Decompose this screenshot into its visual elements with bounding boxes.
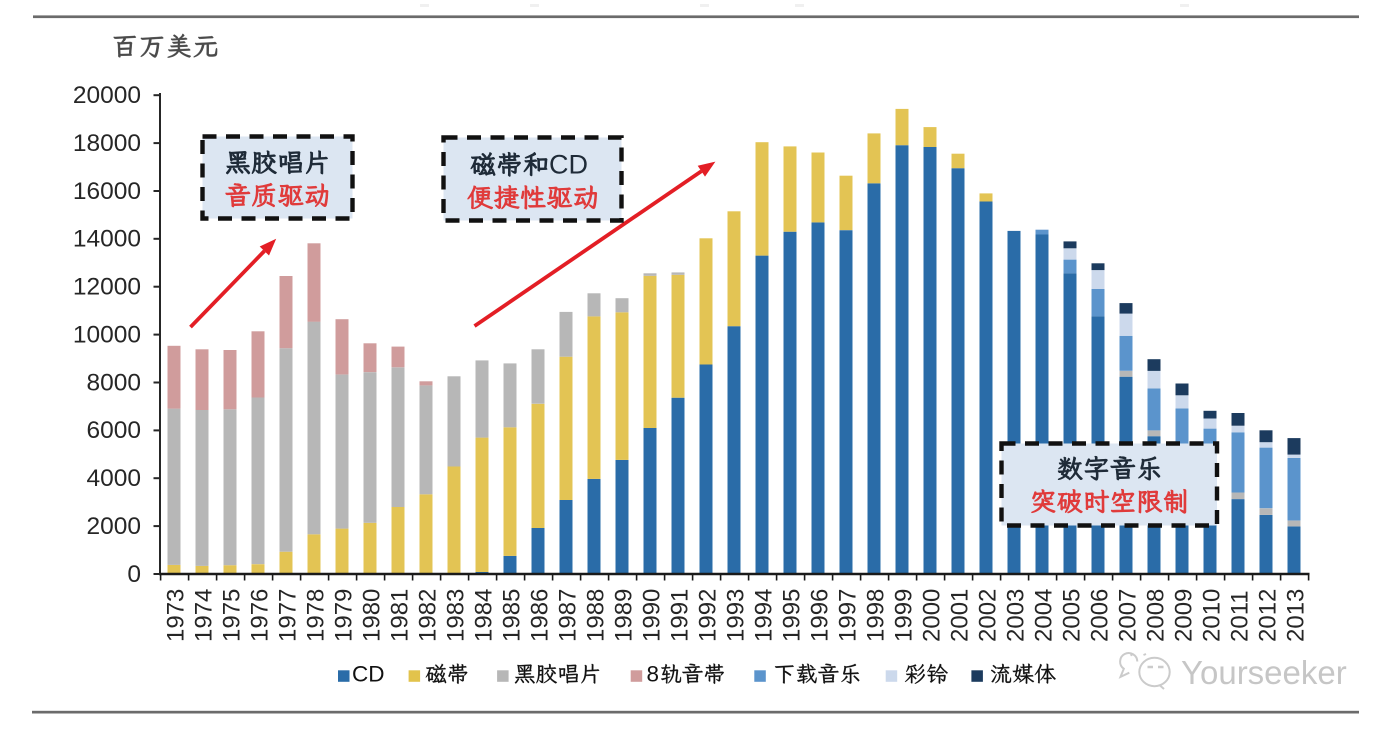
svg-text:2006: 2006 [1087,589,1114,642]
svg-text:1994: 1994 [751,589,778,642]
svg-text:1990: 1990 [639,589,666,642]
svg-text:2013: 2013 [1283,589,1310,642]
svg-text:2008: 2008 [1143,589,1170,642]
svg-text:8: 8 [647,662,660,687]
svg-text:1989: 1989 [611,589,638,642]
svg-text:2010: 2010 [1199,589,1226,642]
svg-text:1992: 1992 [695,589,722,642]
svg-text:1982: 1982 [415,589,442,642]
svg-text:1984: 1984 [471,589,498,642]
svg-text:2007: 2007 [1115,589,1142,642]
svg-text:14000: 14000 [73,226,141,253]
svg-text:1986: 1986 [527,589,554,642]
svg-text:1995: 1995 [779,589,806,642]
svg-text:16000: 16000 [73,178,141,205]
svg-text:4000: 4000 [86,465,141,492]
svg-text:2001: 2001 [947,589,974,642]
svg-text:2005: 2005 [1059,589,1086,642]
svg-text:1974: 1974 [191,589,218,642]
svg-text:1978: 1978 [303,589,330,642]
svg-text:2009: 2009 [1171,589,1198,642]
svg-text:1985: 1985 [499,589,526,642]
svg-text:1975: 1975 [219,589,246,642]
svg-text:2003: 2003 [1003,589,1030,642]
svg-text:10000: 10000 [73,321,141,348]
svg-text:0: 0 [127,561,141,588]
svg-text:1987: 1987 [555,589,582,642]
svg-text:1983: 1983 [443,589,470,642]
svg-text:1977: 1977 [275,589,302,642]
svg-text:1976: 1976 [247,589,274,642]
svg-text:CD: CD [352,662,385,687]
svg-text:1979: 1979 [331,589,358,642]
svg-text:1998: 1998 [863,589,890,642]
svg-text:Yourseeker: Yourseeker [1181,654,1347,691]
svg-text:2012: 2012 [1255,589,1282,642]
svg-text:1993: 1993 [723,589,750,642]
svg-text:1988: 1988 [583,589,610,642]
svg-text:1997: 1997 [835,589,862,642]
svg-text:2000: 2000 [919,589,946,642]
svg-text:2002: 2002 [975,589,1002,642]
svg-text:1981: 1981 [387,589,414,642]
svg-text:2011: 2011 [1227,590,1254,642]
svg-text:1980: 1980 [359,589,386,642]
svg-text:20000: 20000 [73,82,141,109]
svg-text:12000: 12000 [73,274,141,301]
svg-text:1991: 1991 [667,589,694,642]
svg-text:2000: 2000 [86,513,141,540]
svg-text:18000: 18000 [73,130,141,157]
svg-text:2004: 2004 [1031,589,1058,642]
svg-text:6000: 6000 [86,417,141,444]
svg-text:1996: 1996 [807,589,834,642]
svg-text:8000: 8000 [86,369,141,396]
svg-text:CD: CD [549,150,588,180]
svg-text:1973: 1973 [163,589,190,642]
svg-text:1999: 1999 [891,589,918,642]
